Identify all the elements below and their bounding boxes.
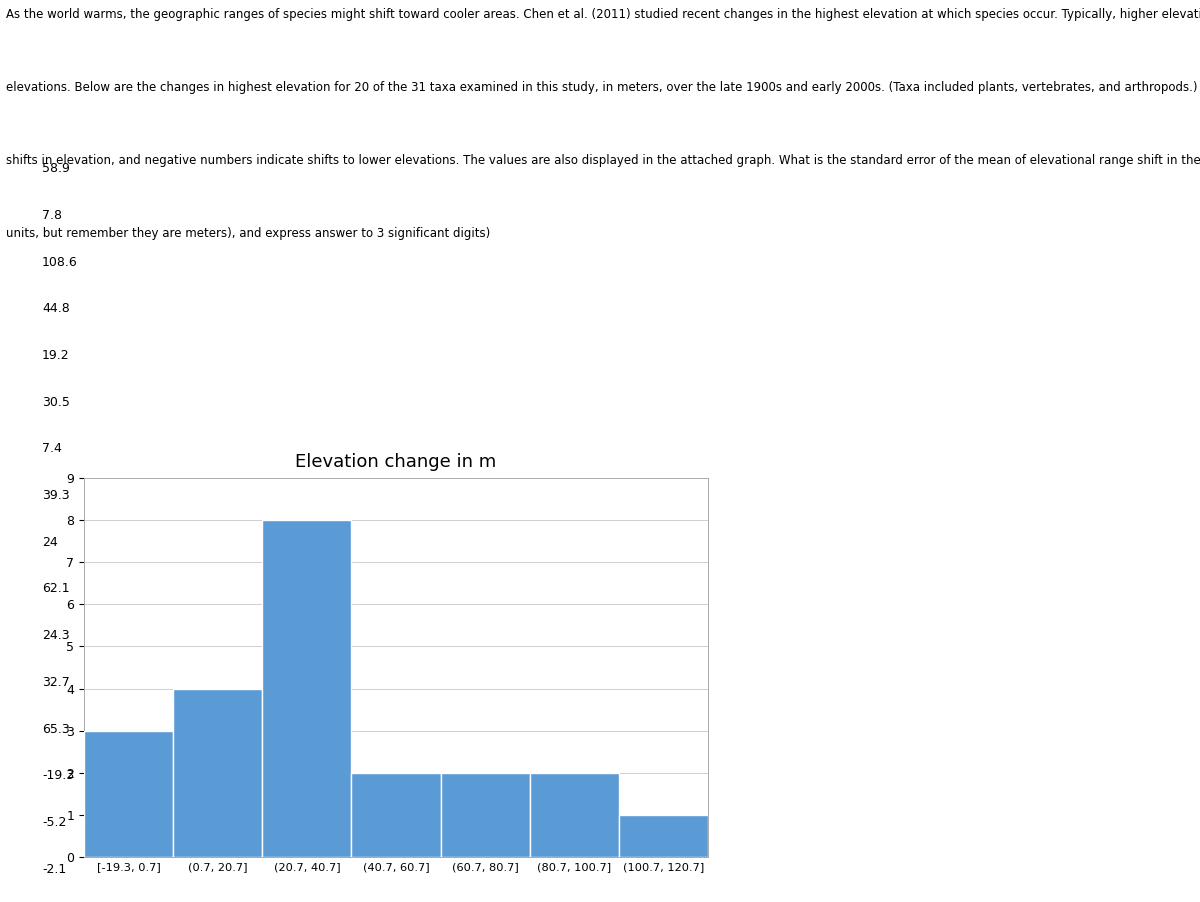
Text: 30.5: 30.5 <box>42 396 70 409</box>
Text: shifts in elevation, and negative numbers indicate shifts to lower elevations. T: shifts in elevation, and negative number… <box>6 154 1200 167</box>
Text: 108.6: 108.6 <box>42 256 78 269</box>
Bar <box>263 520 352 857</box>
Bar <box>84 731 173 857</box>
Bar <box>173 688 263 857</box>
Text: 62.1: 62.1 <box>42 583 70 595</box>
Bar <box>619 815 708 857</box>
Text: 58.9: 58.9 <box>42 162 70 175</box>
Text: As the world warms, the geographic ranges of species might shift toward cooler a: As the world warms, the geographic range… <box>6 8 1200 21</box>
Text: -2.1: -2.1 <box>42 862 66 876</box>
Text: 24: 24 <box>42 536 58 548</box>
Text: 44.8: 44.8 <box>42 302 70 316</box>
Text: 7.8: 7.8 <box>42 209 62 222</box>
Bar <box>352 773 440 857</box>
Bar <box>529 773 619 857</box>
Text: 65.3: 65.3 <box>42 723 70 735</box>
Bar <box>440 773 529 857</box>
Text: 32.7: 32.7 <box>42 676 70 689</box>
Text: units, but remember they are meters), and express answer to 3 significant digits: units, but remember they are meters), an… <box>6 227 491 240</box>
Title: Elevation change in m: Elevation change in m <box>295 453 497 471</box>
Text: elevations. Below are the changes in highest elevation for 20 of the 31 taxa exa: elevations. Below are the changes in hig… <box>6 81 1200 94</box>
Text: 24.3: 24.3 <box>42 630 70 642</box>
Text: 39.3: 39.3 <box>42 489 70 502</box>
Text: -5.2: -5.2 <box>42 816 66 829</box>
Text: -19.3: -19.3 <box>42 769 74 782</box>
Text: 19.2: 19.2 <box>42 349 70 362</box>
Text: 7.4: 7.4 <box>42 442 62 456</box>
